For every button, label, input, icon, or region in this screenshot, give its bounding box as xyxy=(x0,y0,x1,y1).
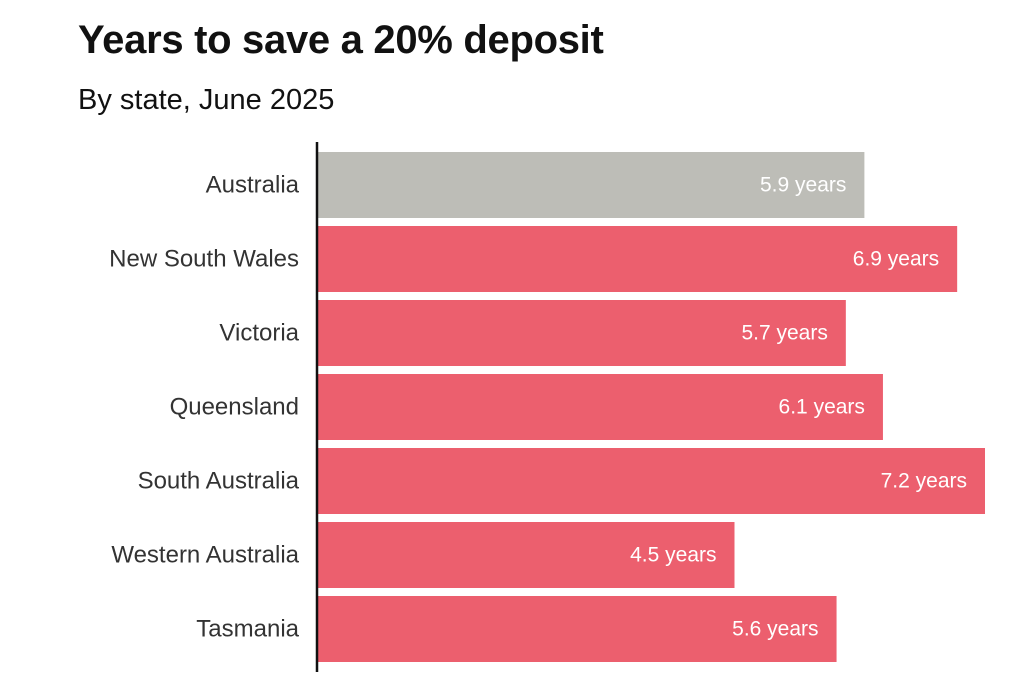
bar-group: South Australia 7.2 years xyxy=(138,448,985,514)
bar-group: Australia 5.9 years xyxy=(206,152,865,218)
value-label: 7.2 years xyxy=(881,470,967,493)
category-label: Queensland xyxy=(170,394,299,421)
bar xyxy=(317,596,837,662)
category-label: Tasmania xyxy=(196,616,299,643)
bar-group: Victoria 5.7 years xyxy=(219,300,846,366)
bar-group: New South Wales 6.9 years xyxy=(109,226,958,292)
bar-group: Queensland 6.1 years xyxy=(170,374,883,440)
chart-title: Years to save a 20% deposit xyxy=(78,18,604,62)
value-label: 6.1 years xyxy=(779,396,865,419)
bar-group: Tasmania 5.6 years xyxy=(196,596,837,662)
category-label: Australia xyxy=(206,172,300,199)
bar xyxy=(317,374,883,440)
bar-group: Western Australia 4.5 years xyxy=(111,522,735,588)
category-label: South Australia xyxy=(138,468,300,495)
bar xyxy=(317,300,846,366)
chart-subtitle: By state, June 2025 xyxy=(78,84,335,116)
bar xyxy=(317,152,865,218)
category-label: Western Australia xyxy=(111,542,299,569)
category-label: Victoria xyxy=(219,320,299,347)
bar xyxy=(317,226,958,292)
value-label: 5.7 years xyxy=(741,322,827,345)
value-label: 5.9 years xyxy=(760,174,846,197)
value-label: 4.5 years xyxy=(630,544,716,567)
category-label: New South Wales xyxy=(109,246,299,273)
bar xyxy=(317,522,735,588)
value-label: 5.6 years xyxy=(732,618,818,641)
bar xyxy=(317,448,985,514)
value-label: 6.9 years xyxy=(853,248,939,271)
